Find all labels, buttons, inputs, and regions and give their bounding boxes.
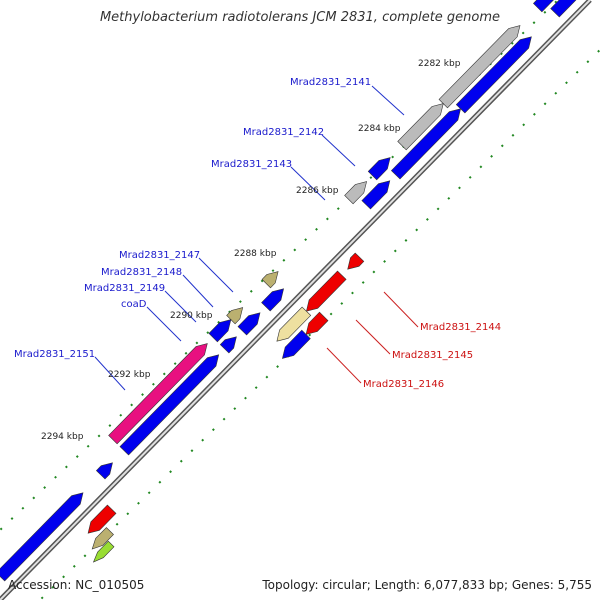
kbp-label: 2282 kbp [418,59,461,69]
leader-line [371,85,405,116]
plus-strand-genes [0,0,579,582]
plus-gene-labels: Mrad2831_2141 Mrad2831_2142 Mrad2831_214… [14,77,371,360]
gene-label-coad[interactable]: coaD [121,299,147,310]
leader-line [146,306,182,342]
gene-arrow[interactable] [237,312,261,336]
gene-arrow[interactable] [95,462,113,480]
gene-arrow[interactable] [276,306,312,342]
gene-arrow[interactable] [550,0,579,18]
accession-text: Accession: NC_010505 [8,578,145,592]
gene-label-mrad2831-2145[interactable]: Mrad2831_2145 [392,350,473,361]
gene-arrow[interactable] [119,354,220,456]
gene-arrow[interactable] [305,311,329,335]
gene-arrow[interactable] [281,329,311,359]
kbp-label: 2294 kbp [41,432,84,442]
gene-label-mrad2831-2149[interactable]: Mrad2831_2149 [84,283,165,294]
gene-arrow[interactable] [397,103,444,151]
kbp-label: 2288 kbp [234,249,277,259]
gene-arrow[interactable] [344,181,368,205]
genome-title: Methylobacterium radiotolerans JCM 2831,… [99,10,501,25]
leader-line [182,274,214,308]
kbp-label: 2286 kbp [296,186,339,196]
gene-arrow[interactable] [92,540,115,563]
gene-label-mrad2831-2151[interactable]: Mrad2831_2151 [14,349,95,360]
kbp-labels: 2282 kbp 2284 kbp 2286 kbp 2288 kbp 2290… [41,59,461,442]
leader-line [94,356,126,391]
gene-arrow[interactable] [532,0,567,13]
gene-arrow[interactable] [438,25,521,109]
minus-gene-labels: Mrad2831_2144 Mrad2831_2145 Mrad2831_214… [363,322,501,390]
gene-arrow[interactable] [390,108,462,180]
leader-line [290,166,326,201]
leader-line [355,319,391,355]
genome-summary-text: Topology: circular; Length: 6,077,833 bp… [262,578,592,592]
gene-label-mrad2831-2142[interactable]: Mrad2831_2142 [243,127,324,138]
gene-arrow[interactable] [361,180,391,210]
gene-arrow[interactable] [347,252,365,270]
kbp-label: 2292 kbp [108,370,151,380]
leader-line [164,290,197,323]
gene-label-mrad2831-2146[interactable]: Mrad2831_2146 [363,379,444,390]
gene-arrow[interactable] [455,36,532,114]
gene-arrow[interactable] [208,319,232,343]
leader-line [326,347,362,384]
gene-arrow[interactable] [108,343,208,445]
gene-arrow[interactable] [0,492,84,582]
leader-line [198,257,234,293]
gene-arrow[interactable] [261,288,285,312]
gene-label-mrad2831-2141[interactable]: Mrad2831_2141 [290,77,371,88]
leader-line [383,291,419,328]
gene-arrow[interactable] [219,336,237,354]
gene-label-mrad2831-2144[interactable]: Mrad2831_2144 [420,322,501,333]
minus-strand-genes [87,252,365,563]
gene-arrow[interactable] [87,504,117,534]
gene-label-mrad2831-2148[interactable]: Mrad2831_2148 [101,267,182,278]
leader-line [321,134,356,167]
gene-arrow[interactable] [367,157,391,181]
gene-arrow[interactable] [261,271,279,289]
kbp-label: 2290 kbp [170,311,213,321]
gene-arrow[interactable] [91,527,114,550]
gene-arrow[interactable] [226,307,244,325]
gene-label-mrad2831-2147[interactable]: Mrad2831_2147 [119,250,200,261]
gene-label-mrad2831-2143[interactable]: Mrad2831_2143 [211,159,292,170]
leader-lines [94,85,419,391]
kbp-label: 2284 kbp [358,124,401,134]
gene-arrow[interactable] [305,270,347,312]
